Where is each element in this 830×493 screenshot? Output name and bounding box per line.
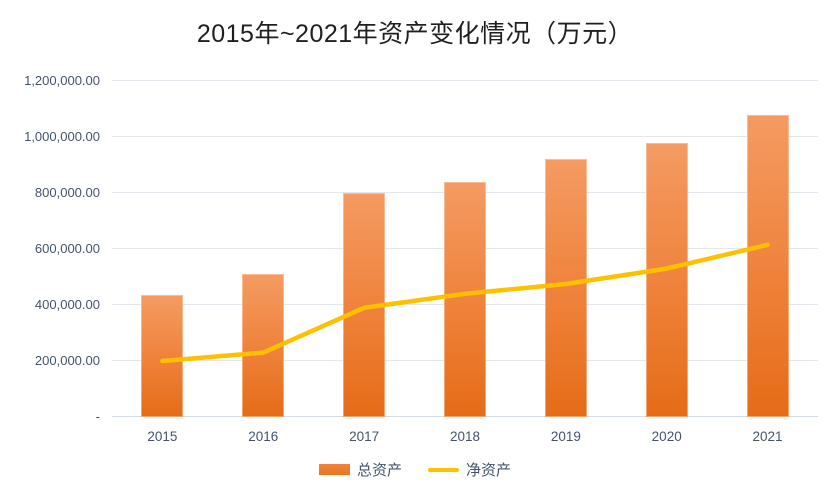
net-assets-swatch-icon xyxy=(428,467,459,472)
bar-2020[interactable] xyxy=(645,142,688,417)
bar-2019[interactable] xyxy=(544,159,587,417)
x-tick-label-2017: 2017 xyxy=(349,429,380,444)
x-tick-label-2021: 2021 xyxy=(752,429,783,444)
y-axis: - 200,000.00 400,000.00 600,000.00 800,000.0… xyxy=(0,74,100,424)
y-tick-label: 600,000.00 xyxy=(34,241,100,256)
bar-2018[interactable] xyxy=(444,181,486,417)
y-tick-label: - xyxy=(95,409,100,424)
x-tick-label-2016: 2016 xyxy=(248,429,279,444)
y-tick-label: 1,200,000.00 xyxy=(24,73,100,88)
bar-2021[interactable] xyxy=(746,114,789,417)
total-assets-swatch-icon xyxy=(318,464,350,475)
legend-label-total-assets: 总资产 xyxy=(356,462,402,479)
net-assets-line[interactable] xyxy=(160,242,770,364)
legend-item-total-assets[interactable]: 总资产 xyxy=(318,459,402,480)
chart-title: 2015年~2021年资产变化情况（万元） xyxy=(196,20,634,48)
net-assets-line-layer xyxy=(160,242,770,364)
chart-legend: 总资产 净资产 xyxy=(0,459,830,480)
gridline xyxy=(112,136,818,138)
x-tick-label-2020: 2020 xyxy=(651,429,682,444)
y-tick-label: 800,000.00 xyxy=(34,185,100,200)
legend-label-net-assets: 净资产 xyxy=(466,462,512,479)
bar-2015[interactable] xyxy=(141,295,184,417)
y-tick-label: 400,000.00 xyxy=(34,297,100,312)
y-tick-label: 1,000,000.00 xyxy=(24,129,100,144)
gridline xyxy=(112,80,818,82)
x-tick-label-2018: 2018 xyxy=(449,429,480,444)
y-tick-label: 200,000.00 xyxy=(34,353,100,368)
plot-area: 2015 2016 2017 2018 2019 2020 2021 xyxy=(112,80,818,444)
x-tick-label-2019: 2019 xyxy=(550,429,581,444)
legend-item-net-assets[interactable]: 净资产 xyxy=(428,459,511,480)
x-tick-label-2015: 2015 xyxy=(147,429,178,444)
